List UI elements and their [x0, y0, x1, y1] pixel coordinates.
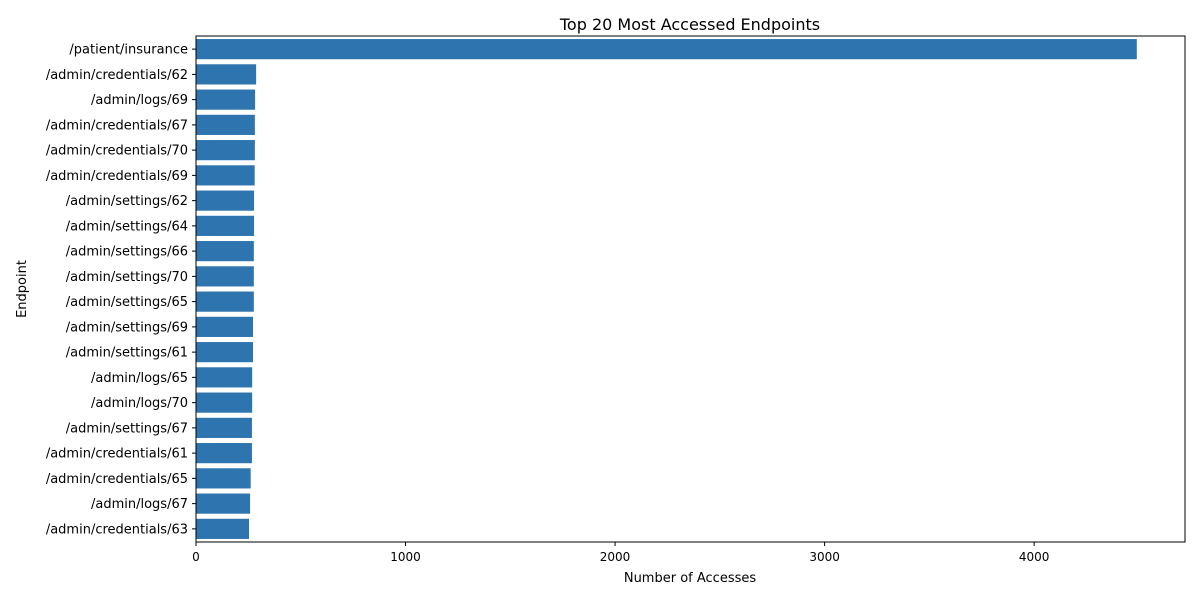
bar — [196, 316, 253, 337]
y-tick-label: /admin/credentials/69 — [46, 169, 188, 184]
bar — [196, 190, 255, 211]
chart-title: Top 20 Most Accessed Endpoints — [559, 15, 820, 34]
bar — [196, 165, 255, 186]
y-tick-label: /admin/credentials/61 — [46, 447, 188, 462]
y-tick-label: /admin/settings/67 — [66, 421, 188, 436]
plot-frame — [195, 35, 1186, 543]
bar — [196, 392, 253, 413]
bars-layer — [196, 39, 1137, 539]
bar — [196, 367, 253, 388]
x-axis-label: Number of Accesses — [624, 571, 757, 586]
x-axis: 0 1000 2000 3000 4000 — [192, 542, 1049, 564]
x-tick-label: 0 — [192, 550, 200, 564]
bar — [196, 140, 255, 161]
y-tick-label: /admin/settings/61 — [66, 346, 188, 361]
x-tick-label: 2000 — [600, 550, 631, 564]
y-tick-label: /admin/credentials/62 — [46, 68, 188, 83]
y-tick-label: /admin/logs/67 — [91, 497, 188, 512]
bar — [196, 89, 256, 110]
y-tick-label: /patient/insurance — [69, 43, 188, 58]
y-tick-label: /admin/logs/69 — [91, 93, 188, 108]
y-tick-label: /admin/settings/69 — [66, 320, 188, 335]
bar — [196, 443, 252, 464]
bar — [196, 114, 255, 135]
x-tick-label: 4000 — [1019, 550, 1050, 564]
y-tick-label: /admin/settings/66 — [66, 245, 188, 260]
bar — [196, 266, 254, 287]
bar — [196, 241, 254, 262]
y-axis-label: Endpoint — [15, 260, 30, 318]
y-axis: /patient/insurance/admin/credentials/62 /… — [46, 43, 196, 537]
bar — [196, 64, 257, 85]
y-tick-label: /admin/credentials/65 — [46, 472, 188, 487]
bar — [196, 468, 251, 489]
bar — [196, 342, 253, 363]
y-tick-label: /admin/credentials/67 — [46, 118, 188, 133]
y-tick-label: /admin/settings/64 — [66, 219, 188, 234]
x-tick-label: 3000 — [809, 550, 840, 564]
y-tick-label: /admin/settings/65 — [66, 295, 188, 310]
bar — [196, 417, 252, 438]
bar — [196, 215, 255, 236]
y-tick-label: /admin/logs/70 — [91, 396, 188, 411]
y-tick-label: /admin/settings/62 — [66, 194, 188, 209]
bar — [196, 39, 1137, 60]
bar — [196, 493, 251, 514]
y-tick-label: /admin/credentials/63 — [46, 522, 188, 537]
y-tick-label: /admin/credentials/70 — [46, 144, 188, 159]
bar — [196, 291, 254, 312]
y-tick-label: /admin/settings/70 — [66, 270, 188, 285]
x-tick-label: 1000 — [390, 550, 421, 564]
y-tick-label: /admin/logs/65 — [91, 371, 188, 386]
bar — [196, 518, 250, 539]
